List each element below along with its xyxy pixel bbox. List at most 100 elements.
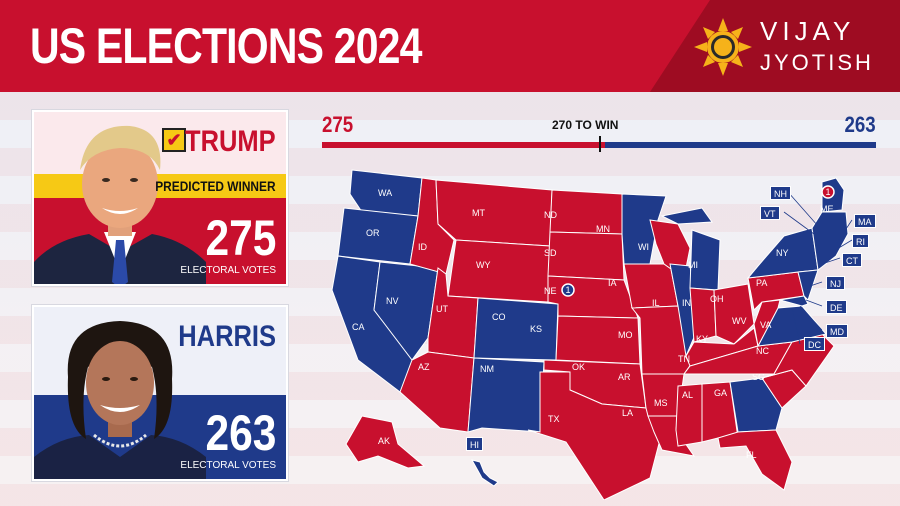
threshold-marker bbox=[599, 136, 602, 152]
sun-logo-icon bbox=[694, 18, 752, 76]
state-mt bbox=[435, 179, 553, 247]
label-az: AZ bbox=[418, 362, 430, 372]
republican-fill bbox=[322, 142, 606, 148]
label-fl: FL bbox=[746, 450, 757, 460]
harris-card: HARRIS 263 ELECTORAL VOTES bbox=[32, 305, 288, 481]
label-mt: MT bbox=[472, 208, 485, 218]
state-ms bbox=[675, 383, 703, 447]
state-ak bbox=[345, 415, 426, 469]
label-ms: MS bbox=[654, 398, 668, 408]
me-district-badge bbox=[821, 185, 835, 199]
label-ky: KY bbox=[696, 334, 708, 344]
predicted-winner-label: PREDICTED WINNER bbox=[155, 178, 276, 194]
state-nm bbox=[467, 357, 545, 433]
ne-district-badge bbox=[561, 283, 575, 297]
state-nd bbox=[549, 189, 623, 235]
label-wy: WY bbox=[476, 260, 491, 270]
state-ga bbox=[729, 377, 783, 433]
label-nc: NC bbox=[756, 346, 769, 356]
harris-votes-label: ELECTORAL VOTES bbox=[180, 460, 276, 471]
state-az bbox=[399, 351, 475, 433]
callout-ma: MA bbox=[854, 214, 876, 228]
header-banner: US ELECTIONS 2024 bbox=[0, 0, 900, 92]
label-ak: AK bbox=[378, 436, 390, 446]
state-sd bbox=[547, 231, 625, 281]
label-mi: MI bbox=[688, 260, 698, 270]
callout-ri: RI bbox=[852, 234, 869, 248]
state-md-de bbox=[779, 295, 809, 307]
state-co bbox=[473, 297, 559, 361]
label-sd: SD bbox=[544, 248, 557, 258]
label-me: ME bbox=[820, 204, 834, 214]
us-electoral-map: .r{fill:#c8102e;stroke:#fff;stroke-width… bbox=[331, 169, 853, 500]
callout-hi: HI bbox=[466, 437, 483, 451]
label-ny: NY bbox=[776, 248, 789, 258]
tally-bar bbox=[322, 142, 876, 148]
label-ia: IA bbox=[608, 278, 617, 288]
label-ga: GA bbox=[714, 388, 727, 398]
callout-ct: CT bbox=[842, 253, 862, 267]
ne-district-number: 1 bbox=[566, 285, 571, 295]
label-al: AL bbox=[682, 390, 693, 400]
callout-md: MD bbox=[826, 324, 848, 338]
harris-portrait bbox=[34, 321, 206, 479]
trump-electoral-votes: 275 bbox=[205, 210, 276, 266]
label-mn: MN bbox=[596, 224, 610, 234]
header-brand-panel bbox=[650, 0, 900, 92]
label-tn: TN bbox=[678, 354, 690, 364]
checkmark-icon: ✔ bbox=[162, 128, 186, 152]
state-oh bbox=[713, 283, 755, 345]
label-ok: OK bbox=[572, 362, 585, 372]
electoral-tally: 275 270 TO WIN 263 bbox=[322, 108, 876, 158]
label-id: ID bbox=[418, 242, 428, 252]
page-title: US ELECTIONS 2024 bbox=[30, 18, 422, 74]
harris-name: HARRIS bbox=[178, 320, 276, 353]
label-il: IL bbox=[652, 298, 660, 308]
state-ne bbox=[547, 275, 639, 319]
label-in: IN bbox=[682, 298, 691, 308]
trump-votes-label: ELECTORAL VOTES bbox=[180, 265, 276, 276]
label-ar: AR bbox=[618, 372, 631, 382]
callout-de: DE bbox=[826, 300, 847, 314]
label-co: CO bbox=[492, 312, 506, 322]
label-ne: NE bbox=[544, 286, 557, 296]
label-wv: WV bbox=[732, 316, 747, 326]
harris-electoral-votes: 263 bbox=[205, 405, 276, 461]
state-wy bbox=[447, 239, 551, 303]
democrat-total: 263 bbox=[844, 112, 876, 137]
label-mo: MO bbox=[618, 330, 633, 340]
callout-nh: NH bbox=[770, 186, 791, 200]
brand-name: VIJAY bbox=[760, 16, 856, 46]
label-oh: OH bbox=[710, 294, 724, 304]
label-or: OR bbox=[366, 228, 380, 238]
callout-nj: NJ bbox=[826, 276, 845, 290]
threshold-label: 270 TO WIN bbox=[552, 118, 619, 132]
me-district-number: 1 bbox=[826, 187, 831, 197]
label-nv: NV bbox=[386, 296, 399, 306]
predicted-winner-strip bbox=[34, 174, 286, 198]
label-va: VA bbox=[760, 320, 771, 330]
brand-subname: JYOTISH bbox=[760, 50, 874, 75]
label-wa: WA bbox=[378, 188, 392, 198]
state-hi bbox=[471, 459, 499, 487]
label-la: LA bbox=[622, 408, 633, 418]
label-tx: TX bbox=[548, 414, 560, 424]
state-fl bbox=[717, 429, 793, 491]
state-tx bbox=[527, 371, 663, 500]
callout-vt: VT bbox=[760, 206, 780, 220]
label-sc: SC bbox=[752, 372, 765, 382]
trump-card: ✔ TRUMP PREDICTED WINNER 275 ELECTORAL V… bbox=[32, 110, 288, 286]
republican-total: 275 bbox=[322, 112, 354, 137]
label-wi: WI bbox=[638, 242, 649, 252]
state-ia bbox=[623, 263, 679, 309]
label-ca: CA bbox=[352, 322, 365, 332]
state-nj bbox=[797, 269, 819, 301]
label-nm: NM bbox=[480, 364, 494, 374]
state-ks bbox=[555, 315, 641, 365]
label-ut: UT bbox=[436, 304, 448, 314]
trump-name: TRUMP bbox=[185, 125, 276, 158]
trump-portrait bbox=[34, 125, 206, 284]
callout-dc: DC bbox=[804, 337, 825, 351]
state-wv bbox=[753, 299, 781, 348]
label-nd: ND bbox=[544, 210, 557, 220]
